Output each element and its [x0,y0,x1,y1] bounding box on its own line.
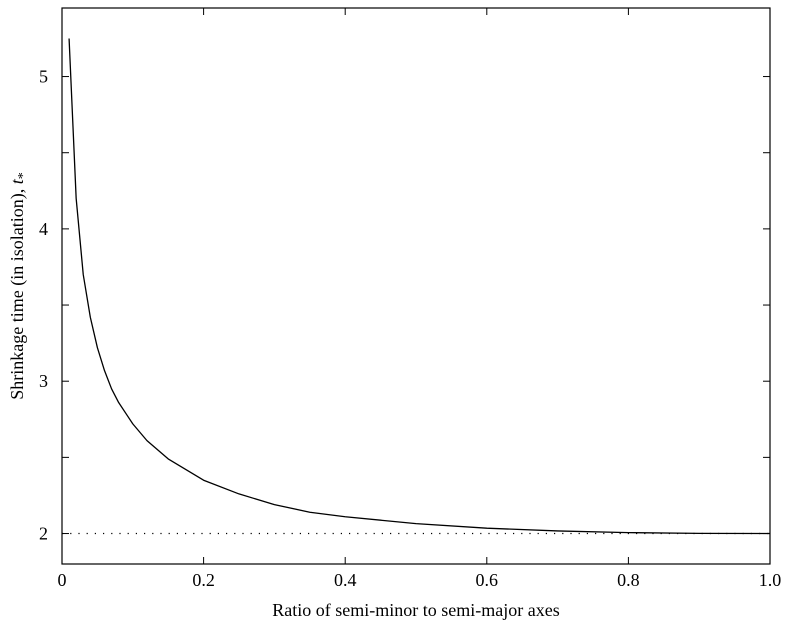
x-tick-label: 0.8 [617,570,640,590]
x-tick-label: 0.2 [192,570,215,590]
tick-labels: 0 0.2 0.4 0.6 0.8 1.0 2 3 4 5 [39,67,781,590]
y-axis-label: Shrinkage time (in isolation), t* [7,172,31,399]
series-line [68,38,771,535]
y-axis-label-subscript: * [16,172,31,179]
y-tick-label: 3 [39,371,48,391]
tick-marks [61,8,771,564]
x-tick-label: 0.6 [476,570,499,590]
x-axis-label: Ratio of semi-minor to semi-major axes [272,600,559,620]
y-axis-label-text: Shrinkage time (in isolation), [7,184,28,399]
x-tick-label: 1.0 [759,570,782,590]
plot-frame [61,7,771,565]
x-tick-label: 0 [58,570,67,590]
x-tick-label: 0.4 [334,570,357,590]
y-tick-label: 2 [39,524,48,544]
series-group [62,38,771,535]
y-tick-label: 5 [39,67,48,87]
y-tick-label: 4 [39,219,48,239]
y-axis-label-symbol: t [7,178,27,184]
